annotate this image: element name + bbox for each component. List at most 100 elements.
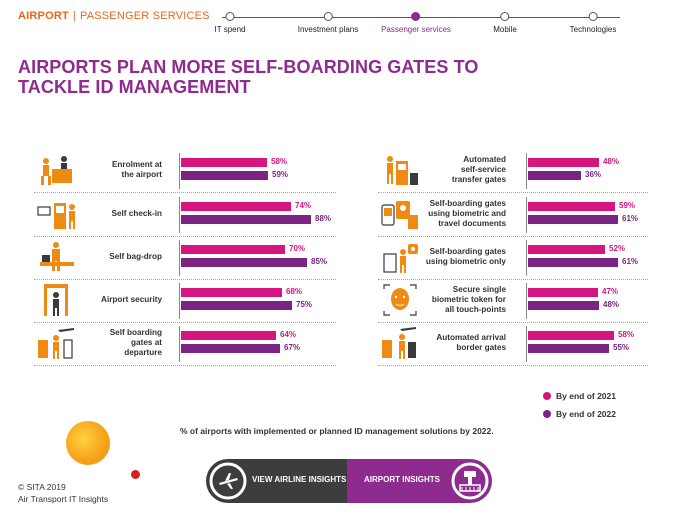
nav-label: Mobile	[493, 25, 517, 34]
copyright: © SITA 2019	[18, 482, 66, 492]
page-title: AIRPORTS PLAN MORE SELF-BOARDING GATES T…	[18, 57, 478, 97]
chart-row-self-bag-drop: Self bag-drop 70% 85%	[0, 238, 698, 280]
category-label-line: Secure single	[452, 285, 506, 294]
row-separator	[34, 192, 336, 193]
nav-label: Technologies	[569, 25, 617, 34]
nav-dot	[225, 12, 235, 21]
section-separator: |	[72, 10, 76, 22]
category-label: Secure single biometric token for all touc…	[396, 285, 506, 315]
nav-line	[222, 17, 620, 18]
nav-dot	[323, 12, 333, 21]
axis-rule	[526, 240, 527, 276]
bar-2021	[528, 331, 614, 340]
nav-item-passenger-services[interactable]: Passenger services	[381, 6, 451, 34]
bar-2022	[528, 215, 618, 224]
nav-label: Passenger services	[381, 25, 451, 34]
category-label-line: Self-boarding gates	[429, 199, 506, 208]
axis-rule	[526, 197, 527, 233]
check-in-kiosk-icon	[37, 203, 75, 229]
nav-item-mobile[interactable]: Mobile	[493, 6, 517, 34]
category-label-line: self-service	[460, 165, 506, 174]
nav-item-it-spend[interactable]: IT spend	[215, 6, 245, 34]
legend-label-2021: By end of 2021	[556, 391, 616, 401]
bar-2021	[528, 158, 599, 167]
value-label-2021: 74%	[295, 201, 312, 210]
section-breadcrumb: AIRPORT | PASSENGER SERVICES	[18, 10, 210, 22]
value-label-2021: 64%	[280, 330, 297, 339]
bar-2022	[181, 301, 292, 310]
value-label-2022: 61%	[622, 257, 639, 266]
category-label: Self-boarding gates using biometric only	[396, 247, 506, 267]
category-label: Airport security	[72, 295, 162, 305]
nav-dot-active	[411, 12, 421, 21]
value-label-2021: 52%	[609, 244, 626, 253]
biometric-only-icon	[383, 244, 418, 273]
category-label-line: Self check-in	[111, 209, 162, 218]
category-label-line: using biometric and	[428, 209, 506, 218]
value-label-2021: 58%	[618, 330, 635, 339]
arrival-gate-icon	[382, 327, 416, 359]
bar-2022	[181, 215, 311, 224]
view-airline-insights-button[interactable]: VIEW AIRLINE INSIGHTS	[206, 459, 347, 503]
boarding-gate-icon	[38, 328, 74, 359]
row-separator	[34, 365, 336, 366]
legend-item-2022: By end of 2022	[543, 409, 616, 419]
row-separator	[378, 322, 648, 323]
value-label-2022: 85%	[311, 257, 328, 266]
section-primary[interactable]: AIRPORT	[18, 10, 69, 22]
value-label-2022: 67%	[284, 343, 301, 352]
category-label: Self boarding gates at departure	[72, 328, 162, 358]
title-line-2: TACKLE ID MANAGEMENT	[18, 77, 251, 97]
bar-2021	[181, 288, 282, 297]
axis-rule	[179, 197, 180, 233]
category-label-line: Self boarding	[109, 328, 162, 337]
axis-rule	[526, 283, 527, 319]
category-label-line: gates at	[131, 338, 162, 347]
category-label-line: Automated arrival	[436, 333, 506, 342]
section-secondary[interactable]: PASSENGER SERVICES	[79, 10, 210, 22]
row-separator	[378, 192, 648, 193]
enrolment-icon	[41, 156, 72, 185]
category-label: Self check-in	[72, 209, 162, 219]
row-separator	[378, 279, 648, 280]
legend-swatch-2022	[543, 410, 551, 418]
value-label-2022: 48%	[603, 300, 620, 309]
airline-insights-label: VIEW AIRLINE INSIGHTS	[252, 475, 347, 484]
category-label-line: border gates	[456, 343, 506, 352]
chart-footnote: % of airports with implemented or planne…	[180, 426, 494, 436]
chart-row-self-boarding-gates-using-biometric-and-travel-documents: Self-boarding gates using biometric and tr…	[0, 195, 698, 237]
bar-2021	[181, 331, 276, 340]
category-label-line: using biometric only	[425, 257, 506, 266]
category-label-line: Self bag-drop	[109, 252, 162, 261]
progress-nav: IT spend Investment plans Passenger serv…	[214, 6, 634, 40]
value-label-2021: 70%	[289, 244, 306, 253]
airport-tower-icon	[451, 462, 489, 500]
bag-drop-icon	[40, 242, 74, 271]
value-label-2021: 59%	[619, 201, 636, 210]
row-separator	[378, 236, 648, 237]
category-label-line: Self-boarding gates	[429, 247, 506, 256]
airport-insights-button[interactable]: AIRPORT INSIGHTS	[347, 459, 492, 503]
bar-2021	[528, 245, 605, 254]
value-label-2022: 75%	[296, 300, 313, 309]
legend-item-2021: By end of 2021	[543, 391, 616, 401]
nav-item-technologies[interactable]: Technologies	[569, 6, 617, 34]
bar-2022	[528, 171, 581, 180]
security-gate-icon	[44, 284, 68, 316]
row-separator	[34, 322, 336, 323]
chart-row-automated-self-service-transfer-gates: Automated self-service transfer gates 48% 36…	[0, 151, 698, 193]
bar-2021	[181, 158, 267, 167]
nav-dot	[500, 12, 510, 21]
bar-2021	[181, 245, 285, 254]
bar-2022	[181, 171, 268, 180]
value-label-2022: 88%	[315, 214, 332, 223]
chart-row-self-boarding-gates-at-departure: Self boarding gates at departure 64% 67%	[0, 324, 698, 366]
chart-row-automated-arrival-border-gates: Automated arrival border gates 58% 55%	[0, 324, 698, 366]
nav-item-investment-plans[interactable]: Investment plans	[298, 6, 358, 34]
axis-rule	[179, 153, 180, 189]
nav-dot	[588, 12, 598, 21]
bar-2022	[181, 344, 280, 353]
value-label-2021: 48%	[603, 157, 620, 166]
value-label-2021: 47%	[602, 287, 619, 296]
